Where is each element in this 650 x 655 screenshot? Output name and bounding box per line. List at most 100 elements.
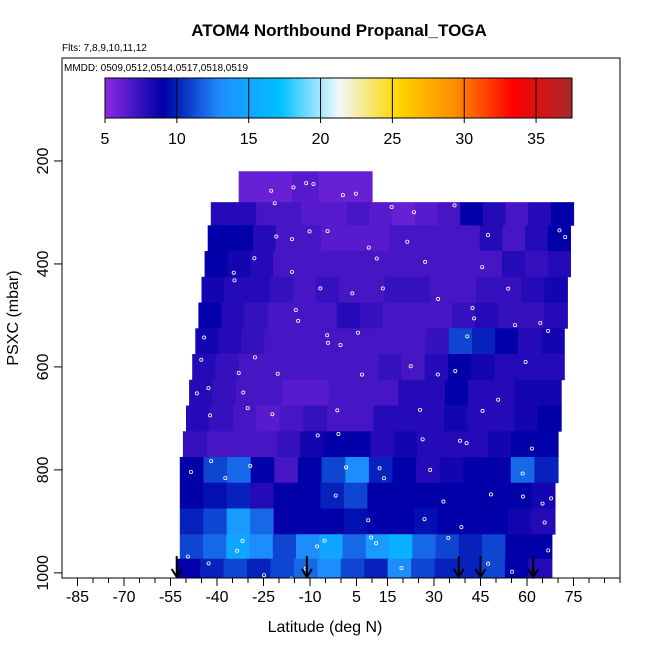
- heatmap-cell: [544, 302, 568, 329]
- heatmap-cell: [186, 405, 211, 432]
- heatmap-cell: [321, 457, 346, 484]
- heatmap-cell: [331, 354, 356, 381]
- heatmap-cell: [313, 302, 338, 329]
- sample-point: [441, 499, 446, 504]
- heatmap-cell: [544, 276, 568, 303]
- sample-point: [315, 433, 320, 438]
- sample-point: [311, 181, 316, 186]
- heatmap-cell: [278, 202, 303, 226]
- sample-point: [240, 538, 245, 543]
- sample-point: [436, 297, 441, 302]
- sample-point: [274, 234, 279, 239]
- sample-point: [470, 305, 475, 310]
- heatmap-cell: [345, 457, 370, 484]
- sample-point: [262, 573, 267, 578]
- heatmap-cell: [207, 225, 231, 252]
- sample-point: [232, 278, 237, 283]
- x-tick-label: 75: [565, 589, 583, 606]
- sample-point: [235, 548, 240, 553]
- sample-point: [248, 463, 253, 468]
- heatmap-cell: [484, 482, 509, 509]
- heatmap-cell: [382, 302, 407, 329]
- sample-point: [270, 412, 275, 417]
- sample-point: [252, 256, 257, 261]
- x-axis-label: Latitude (deg N): [268, 619, 383, 636]
- heatmap-cell: [373, 405, 398, 432]
- heatmap-cell: [475, 302, 499, 329]
- sample-point: [540, 501, 545, 506]
- heatmap-cell: [361, 276, 385, 303]
- heatmap-cell: [510, 457, 535, 484]
- heatmap-cell: [270, 276, 294, 303]
- sample-point: [231, 270, 236, 275]
- heatmap-cell: [392, 202, 416, 226]
- heatmap-cell: [256, 405, 281, 432]
- heatmap-cell: [189, 379, 213, 406]
- heatmap-cell: [238, 171, 266, 203]
- heatmap-cell: [464, 431, 489, 458]
- heatmap-cell: [439, 457, 465, 484]
- heatmap-cell: [203, 534, 227, 560]
- heatmap-cell: [356, 328, 381, 355]
- heatmap-cell: [498, 302, 522, 329]
- sample-point: [202, 335, 207, 340]
- sample-point: [208, 413, 213, 418]
- heatmap-cell: [315, 276, 340, 303]
- heatmap-cell: [440, 431, 465, 458]
- heatmap-cell: [504, 558, 529, 578]
- heatmap-cell: [343, 482, 368, 509]
- heatmap-cell: [301, 202, 325, 226]
- heatmap-cell: [424, 354, 449, 381]
- heatmap-cell: [447, 354, 472, 381]
- heatmap-cell: [541, 328, 565, 355]
- sample-point: [428, 467, 433, 472]
- heatmap-cell: [521, 276, 546, 303]
- heatmap-cell: [461, 482, 486, 509]
- heatmap-cell: [310, 328, 335, 355]
- heatmap-cell: [203, 508, 228, 535]
- heatmap-cell: [366, 225, 390, 252]
- heatmap-cell: [448, 328, 473, 355]
- sample-point: [486, 561, 491, 566]
- heatmap-cell: [517, 354, 542, 381]
- heatmap-cell: [414, 482, 439, 509]
- sample-point: [304, 181, 309, 186]
- heatmap-cell: [195, 328, 219, 355]
- heatmap-cell: [534, 431, 559, 458]
- heatmap-cell: [282, 379, 306, 406]
- heatmap-cell: [215, 354, 240, 381]
- sample-point: [290, 237, 295, 242]
- sample-point: [377, 466, 382, 471]
- sample-point: [344, 465, 349, 470]
- heatmap-cell: [303, 405, 328, 432]
- x-tick-label: -85: [66, 589, 89, 606]
- heatmap-cell: [270, 558, 295, 578]
- heatmap-cell: [437, 508, 462, 535]
- sample-point: [206, 561, 211, 566]
- heatmap-cell: [434, 558, 459, 578]
- heatmap-cell: [494, 354, 519, 381]
- sample-point: [185, 554, 190, 559]
- sample-point: [422, 517, 427, 522]
- heatmap-cell: [407, 276, 431, 303]
- heatmap-cell: [350, 405, 375, 432]
- x-tick-label: -70: [112, 589, 135, 606]
- heatmap-cell: [390, 482, 415, 509]
- heatmap-cell: [179, 457, 205, 484]
- sample-point: [381, 476, 386, 481]
- sample-point: [563, 235, 568, 240]
- heatmap-cell: [292, 276, 317, 303]
- heatmap-cell: [343, 508, 368, 535]
- heatmap-cell: [537, 379, 562, 406]
- heatmap-cell: [428, 302, 453, 329]
- sample-point: [350, 291, 355, 296]
- x-tick-label: -10: [298, 589, 321, 606]
- x-tick-label: 45: [472, 589, 490, 606]
- heatmap-cell: [192, 354, 217, 381]
- sample-point: [472, 316, 477, 321]
- heatmap-cell: [367, 508, 392, 535]
- x-tick-label: -25: [252, 589, 275, 606]
- heatmap-cell: [505, 534, 530, 560]
- heatmap-cell: [528, 534, 553, 560]
